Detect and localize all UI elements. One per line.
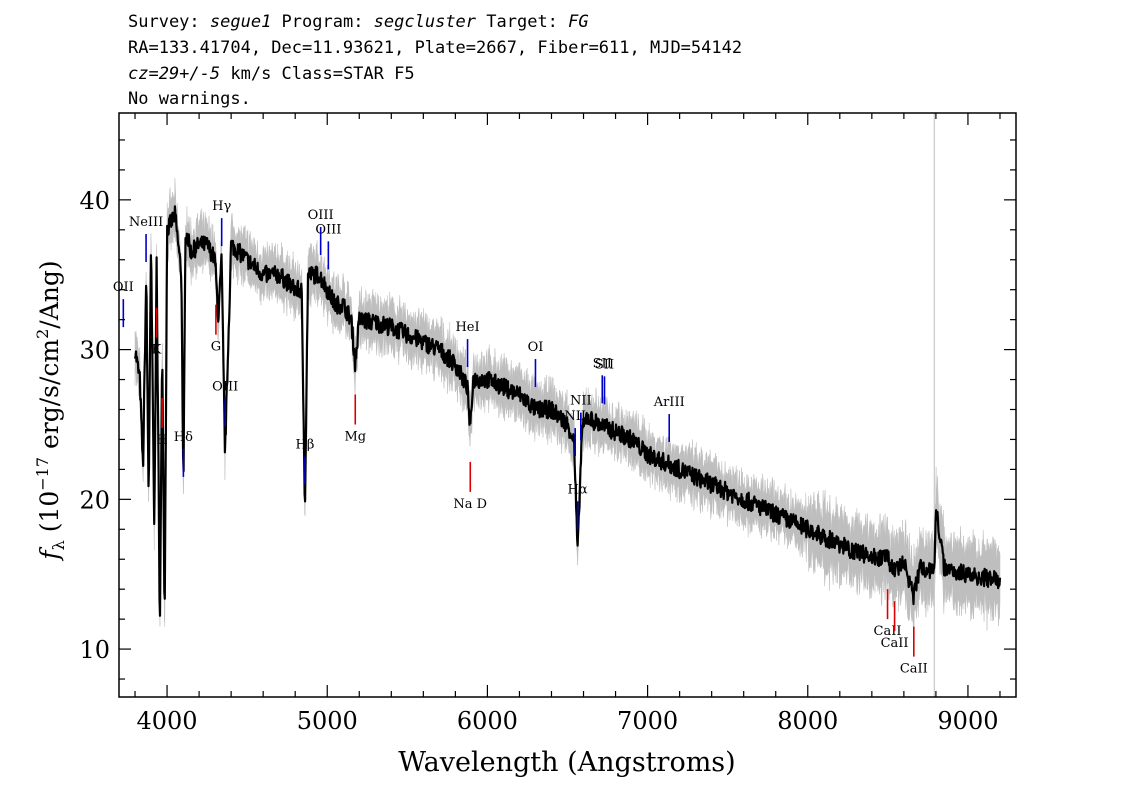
axes: 4000 5000 6000 7000 8000 9000 10 20 30 40	[79, 112, 1017, 735]
line-label-7: HeI	[455, 320, 479, 335]
y-axis-label: fλ (10−17 erg/s/cm2/Ang)	[33, 260, 68, 561]
line-label-22: CaII	[881, 636, 909, 651]
cz-value: cz=29+/-5	[128, 64, 221, 84]
line-label-1: Hδ	[174, 430, 193, 445]
line-label-18: G	[211, 340, 221, 355]
line-label-15: OII	[113, 280, 134, 295]
line-label-2: Hγ	[212, 199, 231, 214]
plot-frame	[118, 112, 1017, 698]
line-label-6: OIII	[315, 222, 341, 237]
line-label-23: CaII	[900, 662, 928, 677]
line-label-4: Hβ	[296, 437, 315, 452]
line-label-10: Hα	[568, 482, 588, 497]
program-value: segcluster	[373, 12, 477, 32]
x-tick-label-5000: 5000	[297, 707, 358, 735]
x-tick-label-4000: 4000	[137, 707, 198, 735]
line-label-14: ArIII	[653, 395, 685, 410]
y-tick-label-40: 40	[79, 187, 110, 215]
target-value: FG	[568, 12, 589, 32]
line-label-20: Na D	[453, 497, 487, 512]
header-line-warnings: No warnings.	[128, 89, 251, 109]
line-label-17: H	[156, 433, 167, 448]
line-label-11: NII	[570, 394, 592, 409]
line-label-9: NII	[564, 409, 586, 424]
header-line-redshift: cz=29+/-5 km/s Class=STAR F5	[128, 64, 415, 84]
flux-series	[133, 205, 1002, 617]
flux-line	[133, 205, 1002, 617]
x-axis-label: Wavelength (Angstroms)	[398, 747, 735, 778]
header-line-survey: Survey: segue1 Program: segcluster Targe…	[128, 12, 589, 32]
line-label-19: Mg	[344, 430, 366, 445]
error-band-area	[134, 178, 1001, 634]
x-tick-label-6000: 6000	[457, 707, 518, 735]
line-label-13: SII	[595, 357, 614, 372]
line-label-0: NeIII	[129, 215, 163, 230]
y-tick-label-30: 30	[79, 337, 110, 365]
y-tick-label-20: 20	[79, 486, 110, 514]
survey-value: segue1	[209, 12, 272, 32]
spectral-lines: NeIIIHδHγOIIIHβOIIIOIIIHeIOINIIHαNIISIIS…	[113, 199, 928, 676]
x-tick-label-9000: 9000	[937, 707, 998, 735]
line-label-12: SII	[593, 356, 612, 371]
line-label-3: OIII	[212, 379, 238, 394]
x-tick-label-7000: 7000	[617, 707, 678, 735]
line-label-5: OIII	[308, 208, 334, 223]
line-label-16: K	[152, 343, 162, 358]
x-tick-label-8000: 8000	[777, 707, 838, 735]
header-line-coords: RA=133.41704, Dec=11.93621, Plate=2667, …	[128, 38, 743, 58]
line-label-8: OI	[528, 340, 544, 355]
y-tick-label-10: 10	[79, 636, 110, 664]
error-band	[134, 178, 1001, 634]
